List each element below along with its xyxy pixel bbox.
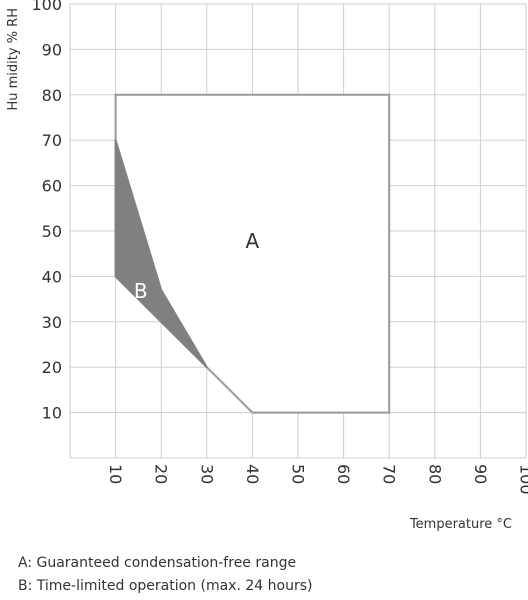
y-tick-label: 30 [42,313,62,332]
y-tick-label: 100 [31,0,62,14]
x-tick-label: 60 [334,464,353,484]
x-axis-ticks: 10 20 30 40 50 60 70 80 90 100 [106,464,528,495]
region-label-a: A [246,229,260,253]
y-tick-label: 10 [42,404,62,423]
x-tick-label: 90 [471,464,490,484]
y-axis-title: Hu midity % RH [6,8,21,111]
x-tick-label: 10 [106,464,125,484]
x-tick-label: 40 [243,464,262,484]
y-axis-ticks: 10 20 30 40 50 60 70 80 90 100 [31,0,62,423]
x-tick-label: 30 [197,464,216,484]
legend-entry-b: B: Time-limited operation (max. 24 hours… [18,578,313,594]
x-tick-label: 80 [425,464,444,484]
legend-entry-a: A: Guaranteed condensation-free range [18,555,297,571]
region-b [114,139,208,368]
y-tick-label: 70 [42,131,62,150]
region-a [114,93,391,414]
x-axis-title: Temperature °C [409,517,512,532]
y-tick-label: 20 [42,358,62,377]
y-tick-label: 60 [42,177,62,196]
x-tick-label: 70 [380,464,399,484]
y-tick-label: 90 [42,40,62,59]
x-tick-label: 20 [152,464,171,484]
region-labels: AB [134,229,260,303]
chart-regions [114,93,391,414]
y-tick-label: 50 [42,222,62,241]
y-tick-label: 40 [42,267,62,286]
x-tick-label: 50 [289,464,308,484]
region-label-b: B [134,279,148,303]
y-tick-label: 80 [42,86,62,105]
x-tick-label: 100 [517,464,528,495]
